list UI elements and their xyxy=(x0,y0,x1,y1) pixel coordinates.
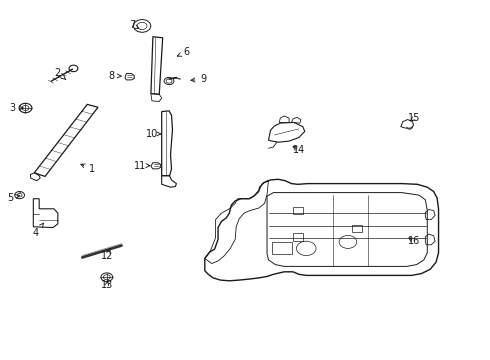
Text: 3: 3 xyxy=(9,103,23,113)
Text: 11: 11 xyxy=(133,161,150,171)
Text: 10: 10 xyxy=(146,129,161,139)
Text: 14: 14 xyxy=(293,145,305,156)
Text: 7: 7 xyxy=(129,20,139,30)
Text: 12: 12 xyxy=(100,248,113,261)
Text: 6: 6 xyxy=(177,47,189,57)
Text: 9: 9 xyxy=(191,74,206,84)
Text: 5: 5 xyxy=(8,193,20,203)
Text: 15: 15 xyxy=(408,113,420,123)
Text: 13: 13 xyxy=(101,280,113,290)
Text: 16: 16 xyxy=(408,236,420,246)
Circle shape xyxy=(17,193,22,197)
Text: 8: 8 xyxy=(109,71,121,81)
Text: 4: 4 xyxy=(32,223,44,238)
Text: 1: 1 xyxy=(81,164,95,174)
Text: 2: 2 xyxy=(55,68,66,80)
